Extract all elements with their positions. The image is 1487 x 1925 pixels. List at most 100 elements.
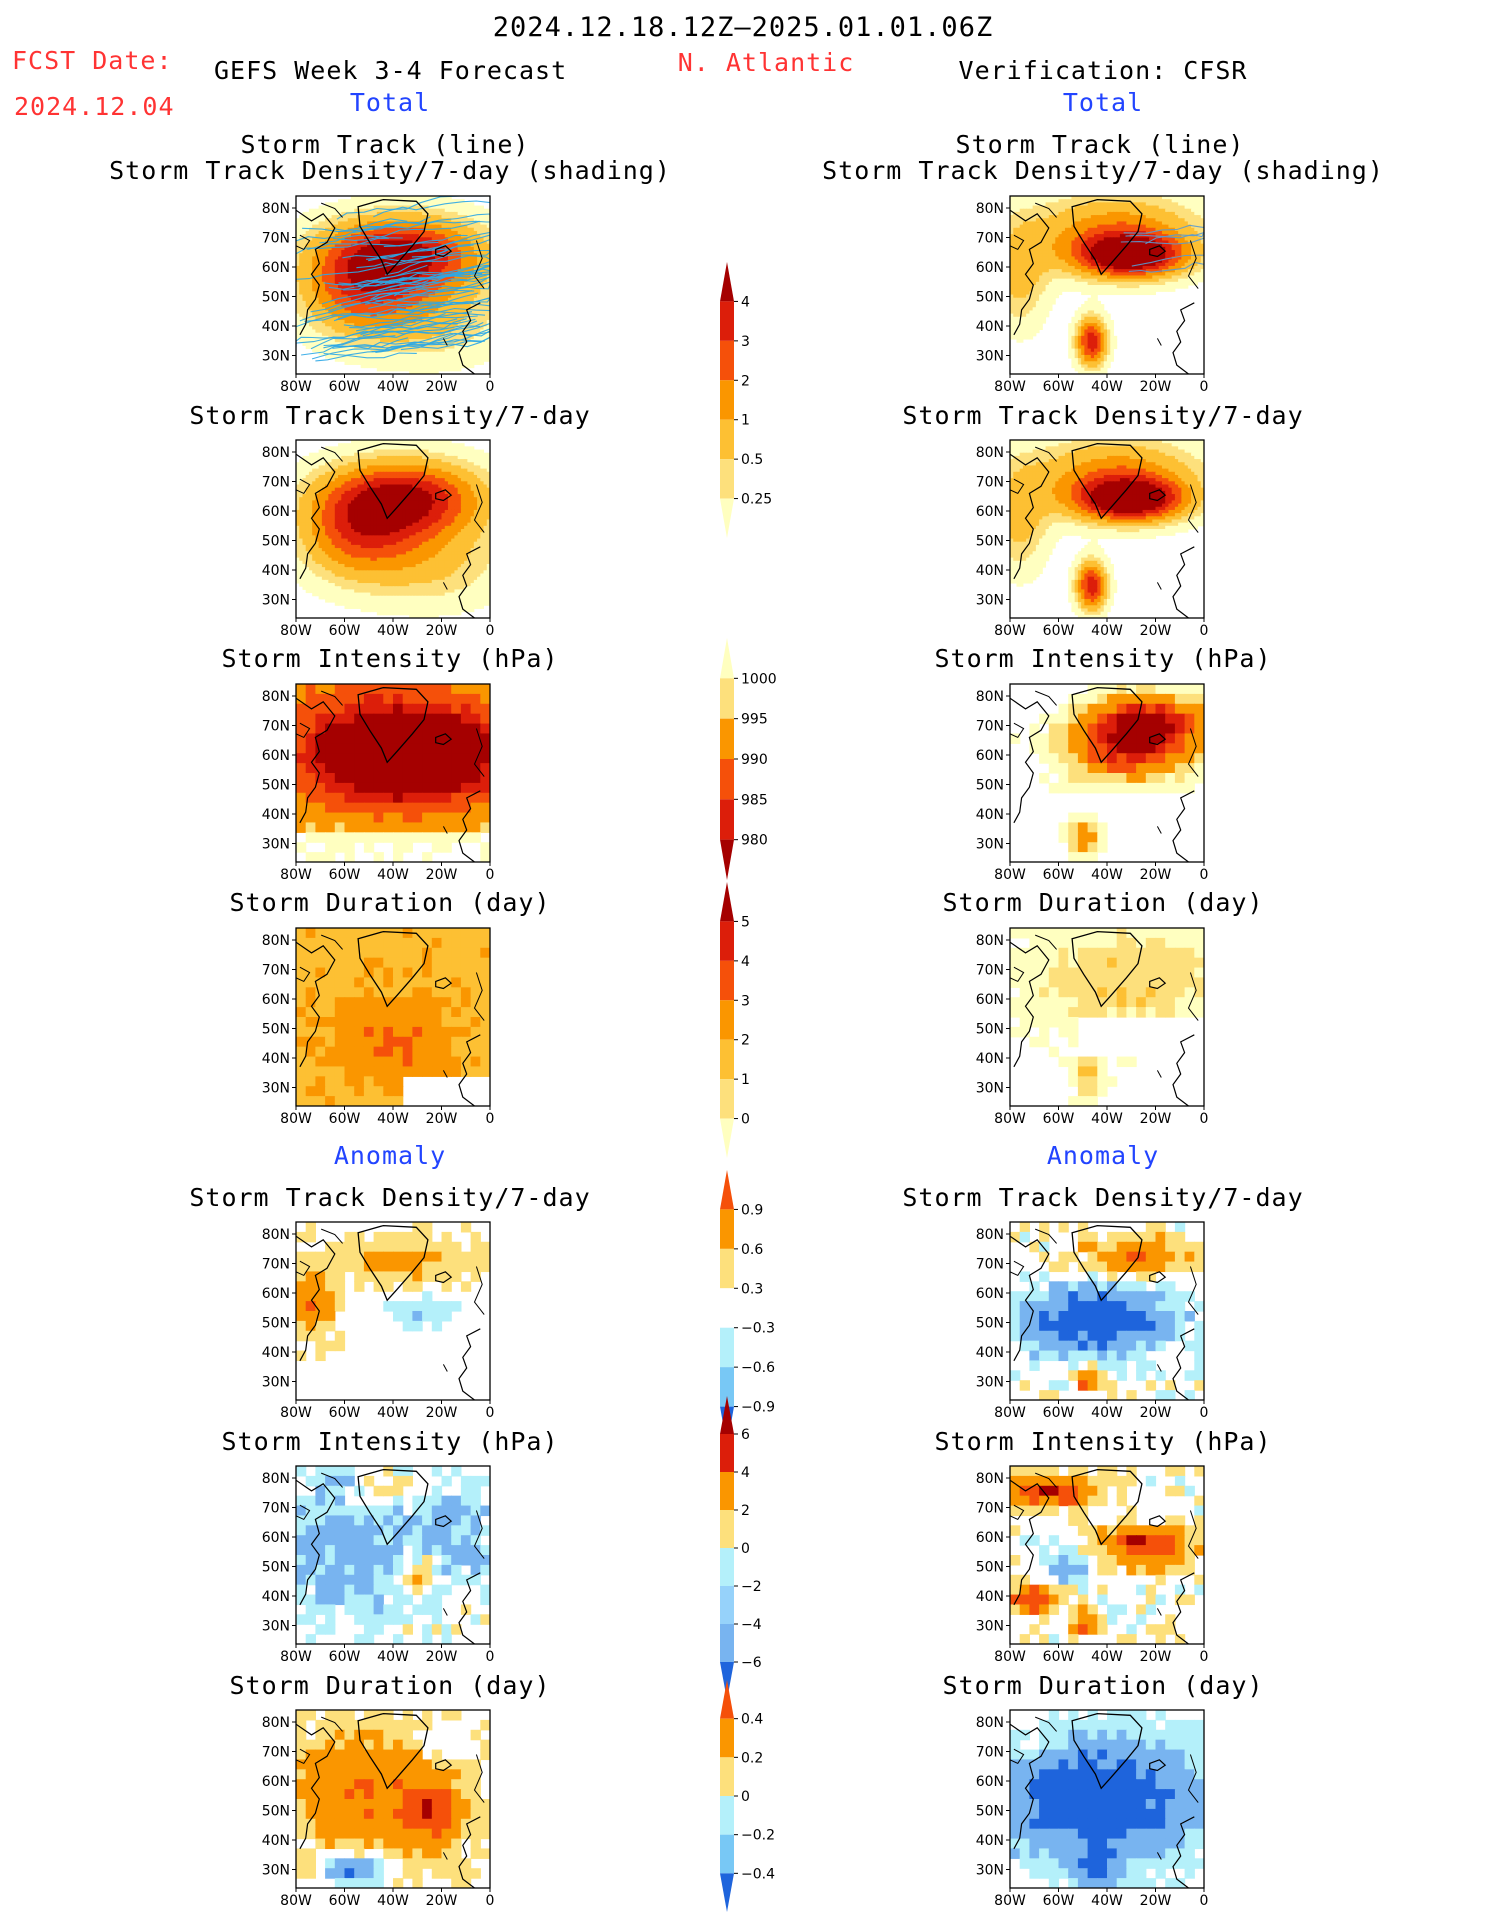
colorbar-label: 4 [741,294,750,310]
lat-tick-label: 50N [262,1804,290,1820]
lon-tick-label: 20W [1140,1111,1172,1127]
colorbar-segment [720,1718,734,1758]
lat-tick-label: 30N [262,1081,290,1097]
gefs-map-panel-3: 80N 70N 60N 50N 40N 30N 80W 60W 40W 20W 0 [262,683,495,883]
lat-tick-label: 40N [976,1345,1004,1361]
lat-tick-label: 60N [262,748,290,764]
left-density-title: Storm Track Density/7-day [189,401,591,430]
colorbar-label: −6 [741,1655,762,1671]
colorbar-label: 980 [741,833,768,849]
lat-tick-label: 60N [262,1774,290,1790]
storm-track-line [311,336,490,360]
lat-tick-label: 60N [262,260,290,276]
right-anom-duration-title: Storm Duration (day) [942,1671,1264,1700]
right-anomaly-label: Anomaly [1046,1141,1160,1170]
left-anom-density-title: Storm Track Density/7-day [189,1183,591,1212]
lon-tick-label: 60W [1043,379,1075,395]
colorbar-segment [720,340,734,381]
colorbar-segment [720,1170,734,1210]
lat-tick-label: 70N [262,963,290,979]
lon-tick-label: 0 [486,867,495,883]
lat-tick-label: 80N [262,689,290,705]
lat-tick-label: 60N [262,504,290,520]
lat-tick-label: 70N [976,1501,1004,1517]
colorbar-label: 4 [741,1465,750,1481]
lon-tick-label: 40W [1091,867,1123,883]
colorbar-segment [720,1248,734,1289]
left-intensity-title: Storm Intensity (hPa) [221,644,559,673]
lon-tick-label: 20W [1140,379,1172,395]
lon-tick-label: 40W [1091,1111,1123,1127]
colorbar-segment [720,678,734,719]
gefs-map-panel-5: 80N 70N 60N 50N 40N 30N 80W 60W 40W 20W 0 [262,1221,494,1421]
storm-track-line [343,264,428,291]
lat-tick-label: 50N [976,1804,1004,1820]
storm-track-line [299,292,394,322]
storm-track-line [336,313,458,325]
lon-tick-label: 80W [994,1111,1026,1127]
gefs-map-panel-7: 80N 70N 60N 50N 40N 30N 80W 60W 40W 20W 0 [262,1709,495,1909]
date-range-title: 2024.12.18.12Z–2025.01.01.06Z [492,12,994,43]
colorbar-label: −0.3 [741,1321,775,1337]
lat-tick-label: 60N [262,1530,290,1546]
lon-tick-label: 20W [1140,867,1172,883]
lon-tick-label: 80W [280,867,312,883]
colorbar-label: 0.2 [741,1750,763,1766]
forecast-title: GEFS Week 3-4 Forecast [214,56,568,85]
lon-tick-label: 80W [280,379,312,395]
lat-tick-label: 60N [976,504,1004,520]
gefs-map-panel-4: 80N 70N 60N 50N 40N 30N 80W 60W 40W 20W 0 [262,927,495,1127]
lat-tick-label: 80N [262,1227,290,1243]
lat-tick-label: 70N [976,963,1004,979]
colorbar-label: 3 [741,993,750,1009]
cfsr-map-panel-2: 80N 70N 60N 50N 40N 30N 80W 60W 40W 20W 0 [976,439,1208,639]
storm-track-line [356,254,490,269]
colorbar-label: −2 [741,1579,762,1595]
colorbar-label: −4 [741,1617,762,1633]
storm-track-line [396,299,490,314]
colorbar-segment [720,1288,734,1328]
lat-tick-label: 50N [976,290,1004,306]
lon-tick-label: 80W [994,379,1026,395]
lat-tick-label: 70N [262,475,290,491]
colorbar-label: 995 [741,712,768,728]
left-anom-intensity-title: Storm Intensity (hPa) [221,1427,559,1456]
field-shading [296,1222,490,1400]
lon-tick-label: 20W [426,379,458,395]
colorbar-segment [720,1367,734,1407]
lon-tick-label: 60W [329,379,361,395]
lat-tick-label: 80N [976,1227,1004,1243]
lon-tick-label: 40W [377,1405,409,1421]
lat-tick-label: 50N [262,534,290,550]
left-anomaly-label: Anomaly [333,1141,447,1170]
fcst-date-value: 2024.12.04 [14,92,175,121]
colorbar-label: 0 [741,1112,750,1128]
cfsr-map-panel-5: 80N 70N 60N 50N 40N 30N 80W 60W 40W 20W 0 [976,1221,1208,1421]
lon-tick-label: 60W [1043,623,1075,639]
lon-tick-label: 20W [1140,1893,1172,1909]
lon-tick-label: 20W [426,1405,458,1421]
lon-tick-label: 60W [329,1893,361,1909]
storm-track-line [372,281,490,300]
lon-tick-label: 0 [486,1893,495,1909]
lat-tick-label: 40N [262,807,290,823]
colorbar-segment [720,301,734,341]
storm-track-line [371,336,490,353]
lon-tick-label: 0 [486,1111,495,1127]
lon-tick-label: 0 [1200,379,1209,395]
storm-track-line [375,290,473,302]
lat-tick-label: 30N [262,837,290,853]
lat-tick-label: 60N [976,992,1004,1008]
lon-tick-label: 40W [1091,379,1123,395]
colorbar-intensity_total: 1000 995 990 985 980 [720,638,777,880]
colorbar-label: −0.2 [741,1828,775,1844]
lat-tick-label: 40N [976,319,1004,335]
lat-tick-label: 80N [976,1715,1004,1731]
field-shading [1010,1466,1204,1644]
lat-tick-label: 50N [262,1022,290,1038]
right-anom-intensity-title: Storm Intensity (hPa) [934,1427,1272,1456]
storm-track-line [349,319,434,329]
field-shading [296,928,490,1106]
lat-tick-label: 50N [976,1022,1004,1038]
lon-tick-label: 20W [426,1111,458,1127]
